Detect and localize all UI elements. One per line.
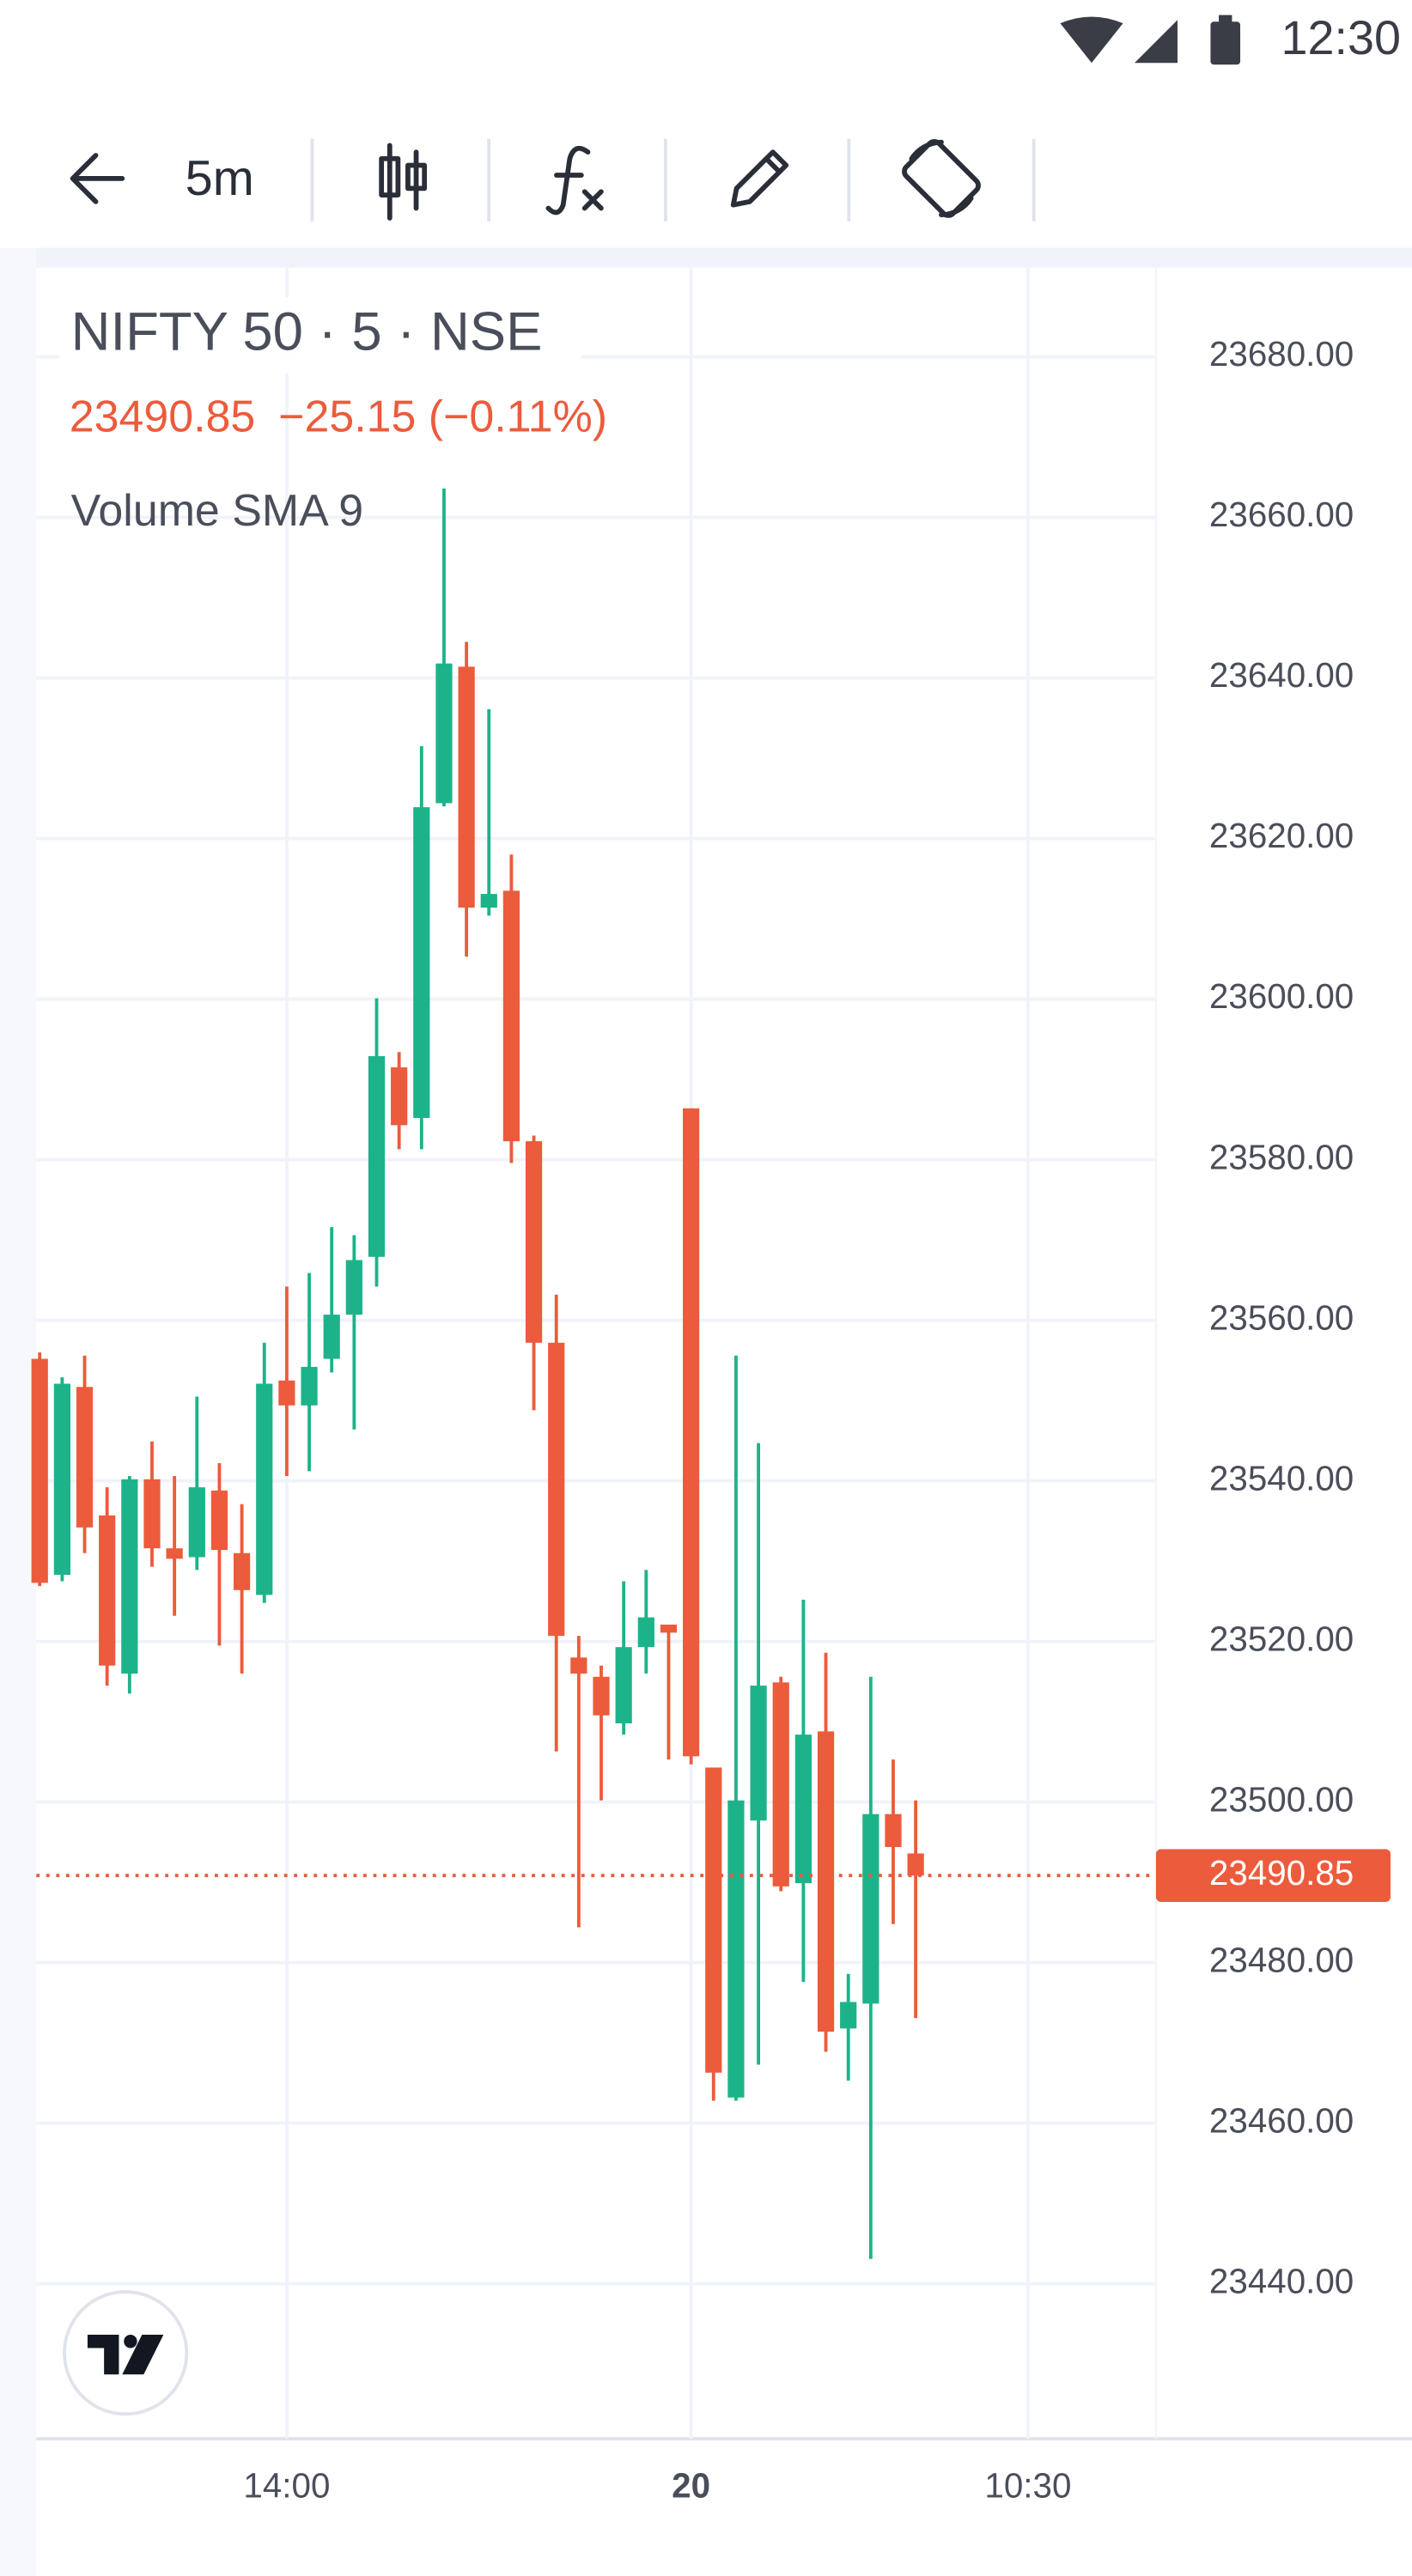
candle-body [323, 1315, 340, 1359]
y-tick-label: 23640.00 [1209, 655, 1354, 695]
x-tick-label: 14:00 [243, 2466, 330, 2506]
indicator-label[interactable]: Volume SMA 9 [71, 486, 363, 536]
y-tick-label: 23520.00 [1209, 1619, 1354, 1658]
candle-body [391, 1067, 408, 1126]
legend-change: −25.15 (−0.11%) [278, 392, 607, 441]
logo-circle [63, 2290, 189, 2416]
candle-body [31, 1358, 48, 1583]
status-time: 12:30 [1281, 11, 1402, 64]
wifi-icon [1060, 16, 1123, 64]
candle-body [637, 1617, 654, 1648]
candle-body [210, 1490, 228, 1551]
last-price-tag [1155, 1849, 1391, 1902]
candle-body [166, 1548, 183, 1559]
candle-body [121, 1479, 138, 1674]
chart-type-button[interactable] [379, 143, 428, 221]
candle-body [188, 1487, 205, 1558]
divider [0, 247, 1412, 268]
candle-body [907, 1853, 924, 1876]
candle-body [660, 1625, 678, 1633]
back-button[interactable] [70, 153, 125, 204]
candle-body [885, 1814, 902, 1848]
y-tick-label: 23540.00 [1209, 1458, 1354, 1498]
candle-body [683, 1108, 700, 1757]
candle-body [794, 1735, 812, 1884]
battery-tip [1219, 15, 1232, 24]
candle-body [435, 663, 453, 804]
candle-body [413, 807, 430, 1118]
logo-mark [87, 2335, 164, 2375]
y-tick-label: 23440.00 [1209, 2261, 1354, 2300]
candle-body [817, 1731, 835, 2032]
candle-body [593, 1676, 610, 1716]
x-tick-label: 20 [672, 2466, 710, 2506]
candle-body [368, 1055, 386, 1257]
candles-icon [379, 143, 428, 221]
candle-body [76, 1387, 94, 1528]
indicators-button[interactable] [545, 145, 604, 216]
y-tick-label: 23680.00 [1209, 334, 1354, 374]
interval-button[interactable]: 5m [186, 151, 254, 206]
y-tick-label: 23560.00 [1209, 1297, 1354, 1337]
left-margin [0, 247, 37, 2576]
candle-body [458, 666, 475, 908]
candle-body [278, 1380, 295, 1406]
candle-body [143, 1479, 161, 1549]
y-tick-label: 23600.00 [1209, 976, 1354, 1016]
candles [31, 488, 1156, 2259]
candle-body [840, 2002, 857, 2029]
pencil-icon [730, 149, 789, 208]
y-tick-label: 23580.00 [1209, 1137, 1354, 1176]
battery-icon [1210, 21, 1241, 65]
candle-body [480, 894, 497, 908]
candle-body [772, 1682, 789, 1886]
symbol-title: NIFTY 50 · 5 · NSE [71, 301, 543, 361]
candle-body [705, 1767, 722, 2073]
x-tick-label: 10:30 [984, 2466, 1071, 2506]
candle-body [53, 1383, 70, 1576]
rotate-icon [902, 138, 981, 218]
candle-body [301, 1366, 318, 1406]
drawing-button[interactable] [730, 149, 789, 208]
candle-body [525, 1141, 543, 1343]
candle-body [502, 890, 520, 1142]
logo[interactable] [63, 2290, 189, 2416]
candle-body [345, 1260, 362, 1315]
rotate-button[interactable] [902, 138, 981, 218]
price-line: 23490.85 −25.15 (−0.11%) [70, 392, 607, 441]
y-tick-label: 23660.00 [1209, 495, 1354, 534]
candle-body [548, 1342, 565, 1637]
labels: 23440.00 23460.00 23480.00 23500.00 23520.00… [243, 334, 1391, 2506]
rotate-arrows [909, 139, 974, 218]
y-tick-label: 23620.00 [1209, 816, 1354, 855]
legend-backdrop [59, 297, 581, 374]
y-tick-label: 23500.00 [1209, 1779, 1354, 1819]
candle-body [99, 1515, 116, 1666]
legend-price: 23490.85 [70, 392, 255, 441]
candle-body [615, 1647, 632, 1724]
y-tick-label: 23460.00 [1209, 2100, 1354, 2140]
candle-body [862, 1814, 879, 2004]
candle-body [570, 1657, 587, 1674]
back-icon [70, 153, 125, 204]
candle-body [727, 1800, 745, 2098]
candle-body [233, 1552, 251, 1590]
candle-body [750, 1686, 767, 1821]
candle-body [256, 1383, 273, 1595]
toolbar-separators [310, 138, 1036, 222]
y-tick-label: 23480.00 [1209, 1940, 1354, 1979]
logo-dot [124, 2335, 137, 2348]
fx-icon [545, 145, 604, 216]
last-price-label: 23490.85 [1209, 1853, 1354, 1893]
